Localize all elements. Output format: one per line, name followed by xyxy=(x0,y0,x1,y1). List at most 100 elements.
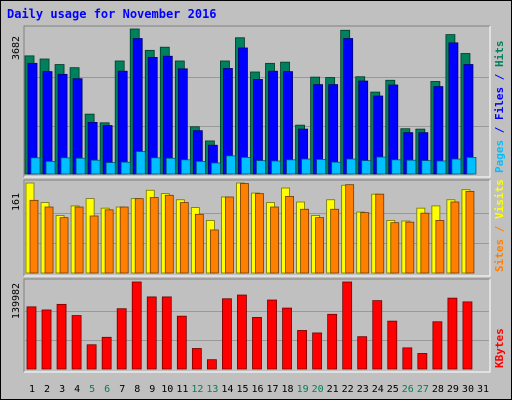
bar-sites-day-5 xyxy=(89,215,99,274)
x-tick-label: 18 xyxy=(282,384,294,395)
bar-kbytes-day-30 xyxy=(462,301,473,370)
x-tick-label: 3 xyxy=(59,384,65,395)
x-tick-label: 28 xyxy=(432,384,444,395)
bar-sites-day-20 xyxy=(315,217,325,274)
bar-sites-day-25 xyxy=(390,222,400,274)
bar-sites-day-17 xyxy=(270,206,279,274)
bar-kbytes-day-22 xyxy=(342,281,353,370)
axis-label-part: KBytes xyxy=(493,328,506,368)
bar-sites-day-13 xyxy=(209,229,219,274)
x-tick-label: 14 xyxy=(221,384,233,395)
x-tick-label: 4 xyxy=(74,384,80,395)
bar-pages-day-6 xyxy=(105,162,116,175)
x-tick-label: 8 xyxy=(134,384,140,395)
x-tick-label: 27 xyxy=(417,384,429,395)
bar-kbytes-day-5 xyxy=(86,344,97,370)
bar-kbytes-day-16 xyxy=(252,317,262,370)
bar-pages-day-16 xyxy=(256,160,266,175)
bar-pages-day-26 xyxy=(406,159,417,175)
bar-kbytes-day-9 xyxy=(146,296,157,370)
x-tick-labels: 1 2 3 4 5 6 7 8 9 10 11 12 13 14 15 16 17 18 19 20 21 22 23 24 2… xyxy=(29,384,489,395)
bar-pages-day-25 xyxy=(391,159,402,175)
bar-kbytes-day-19 xyxy=(297,330,307,370)
bar-sites-day-2 xyxy=(44,206,54,274)
bar-sites-day-8 xyxy=(134,198,144,274)
bar-kbytes-day-25 xyxy=(387,320,398,370)
bar-pages-day-29 xyxy=(451,158,462,175)
bar-kbytes-day-12 xyxy=(191,348,202,370)
bar-pages-day-24 xyxy=(376,156,387,175)
bar-pages-day-1 xyxy=(30,157,41,175)
bar-pages-day-9 xyxy=(150,157,161,175)
x-tick-label: 11 xyxy=(176,384,188,395)
x-tick-label: 25 xyxy=(387,384,399,395)
bar-sites-day-29 xyxy=(450,201,460,274)
bar-sites-day-26 xyxy=(405,221,415,274)
bar-pages-day-27 xyxy=(421,160,432,175)
bar-files-day-21 xyxy=(328,84,339,175)
x-tick-label: 31 xyxy=(477,384,489,395)
bar-files-day-16 xyxy=(253,79,263,175)
bar-sites-day-24 xyxy=(375,193,385,274)
bar-kbytes-day-8 xyxy=(131,281,142,370)
bar-sites-day-6 xyxy=(104,209,114,274)
bar-sites-day-28 xyxy=(435,220,445,274)
bar-pages-day-20 xyxy=(316,159,327,175)
x-tick-label: 6 xyxy=(104,384,110,395)
bar-pages-day-2 xyxy=(45,160,56,175)
x-tick-label: 9 xyxy=(149,384,155,395)
bar-pages-day-8 xyxy=(135,151,146,175)
bar-sites-day-7 xyxy=(119,206,129,274)
x-tick-label: 13 xyxy=(206,384,218,395)
bar-kbytes-day-28 xyxy=(432,321,443,370)
bar-pages-day-7 xyxy=(120,161,131,175)
panel-kbytes: 139982 KBytes xyxy=(11,278,506,373)
x-tick-label: 2 xyxy=(44,384,50,395)
bar-files-day-22 xyxy=(343,38,354,175)
bar-kbytes-day-7 xyxy=(116,308,127,370)
panel-frame-highlight xyxy=(24,279,491,373)
bar-kbytes-day-14 xyxy=(222,298,232,370)
bar-sites-day-4 xyxy=(74,206,84,274)
bar-files-day-11 xyxy=(177,68,188,175)
x-tick-label: 17 xyxy=(267,384,279,395)
panel-scale-label: 139982 xyxy=(11,283,22,319)
bar-kbytes-day-11 xyxy=(176,315,187,370)
x-tick-label: 10 xyxy=(161,384,173,395)
bar-files-day-18 xyxy=(283,71,293,175)
bar-kbytes-day-20 xyxy=(312,332,323,370)
bar-kbytes-day-29 xyxy=(447,297,458,370)
series-kbytes xyxy=(26,281,473,370)
bar-sites-day-1 xyxy=(29,199,39,274)
bar-sites-day-23 xyxy=(360,212,370,274)
bar-sites-day-27 xyxy=(420,212,430,274)
bar-files-day-15 xyxy=(238,47,248,175)
bar-files-day-2 xyxy=(42,71,53,175)
x-tick-label: 21 xyxy=(327,384,339,395)
x-tick-label: 7 xyxy=(119,384,125,395)
bar-pages-day-4 xyxy=(75,157,86,175)
axis-label-part: / xyxy=(493,67,506,87)
chart-title: Daily usage for November 2016 xyxy=(7,7,217,21)
bar-pages-day-3 xyxy=(60,157,71,175)
bar-pages-day-13 xyxy=(210,162,221,175)
bar-kbytes-day-6 xyxy=(101,336,112,370)
panel-axis-label: Sites / Visits xyxy=(493,179,506,272)
bar-pages-day-30 xyxy=(466,157,477,175)
bar-kbytes-day-17 xyxy=(267,299,277,370)
bar-pages-day-22 xyxy=(346,158,357,175)
x-tick-label: 19 xyxy=(297,384,309,395)
bar-files-day-10 xyxy=(162,55,173,175)
bar-sites-day-12 xyxy=(194,213,204,274)
bar-kbytes-day-13 xyxy=(206,359,217,370)
panel-axis-label: KBytes xyxy=(493,328,506,368)
bar-sites-day-19 xyxy=(300,208,309,274)
bar-kbytes-day-23 xyxy=(357,336,368,370)
x-tick-label: 23 xyxy=(357,384,369,395)
x-tick-label: 1 xyxy=(29,384,35,395)
x-tick-label: 15 xyxy=(236,384,248,395)
bar-pages-day-21 xyxy=(331,161,342,175)
x-tick-label: 24 xyxy=(372,384,384,395)
x-tick-label: 12 xyxy=(191,384,203,395)
